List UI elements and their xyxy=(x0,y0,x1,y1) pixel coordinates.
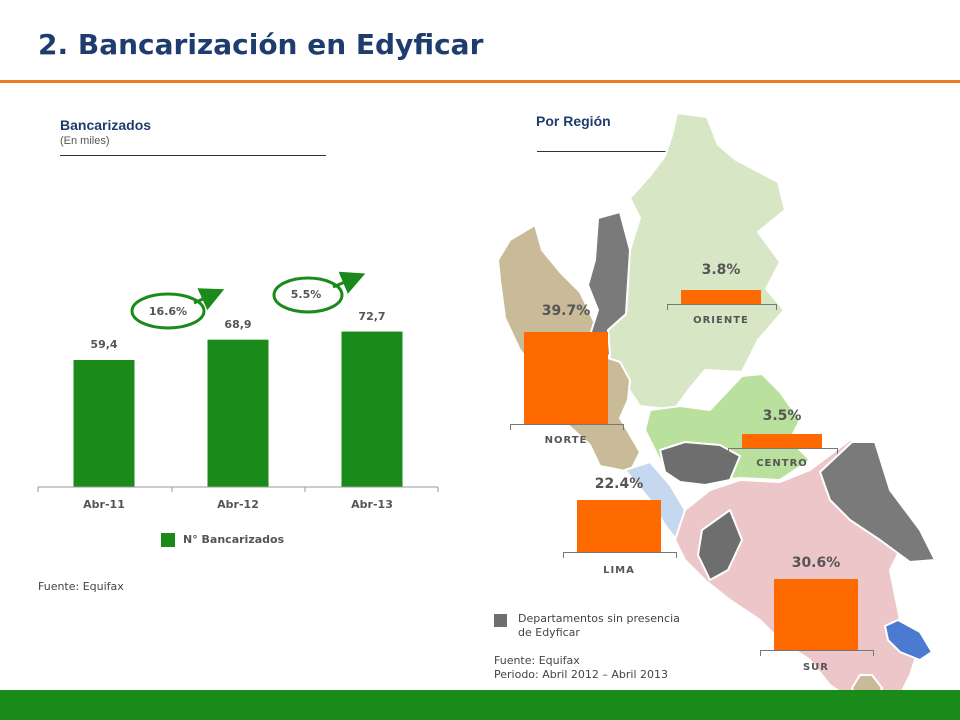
region-bar-lima xyxy=(577,500,661,552)
slide-title: 2. Bancarización en Edyficar xyxy=(38,28,484,61)
growth-arrow-2 xyxy=(332,271,366,294)
title-underline xyxy=(0,80,960,83)
region-bar-norte xyxy=(524,332,608,424)
no-presence-department-west xyxy=(697,509,743,581)
no-presence-department-center xyxy=(659,441,741,486)
region-name-oriente: ORIENTE xyxy=(693,315,749,326)
region-axis-oriente xyxy=(667,304,777,310)
growth-label-2: 5.5% xyxy=(290,288,322,301)
legend-label: N° Bancarizados xyxy=(183,533,285,546)
region-name-lima: LIMA xyxy=(603,565,635,576)
no-presence-legend-line-2: de Edyficar xyxy=(518,626,580,639)
right-source-block: Fuente: Equifax Periodo: Abril 2012 – Ab… xyxy=(494,654,668,682)
right-panel-rule xyxy=(537,151,673,152)
left-panel-subtitle: (En miles) xyxy=(60,135,110,147)
left-source: Fuente: Equifax xyxy=(38,580,124,593)
bar-abr-13 xyxy=(341,331,403,487)
bar-abr-11 xyxy=(73,360,135,487)
region-pct-norte: 39.7% xyxy=(541,303,591,319)
legend-swatch xyxy=(161,533,175,547)
right-source: Fuente: Equifax xyxy=(494,654,580,667)
x-tick-label: Abr-11 xyxy=(83,498,125,511)
region-name-norte: NORTE xyxy=(544,435,588,446)
region-bar-sur xyxy=(774,579,858,650)
region-axis-norte xyxy=(510,424,624,430)
region-axis-sur xyxy=(760,650,874,656)
growth-arrow-1 xyxy=(193,288,225,311)
region-name-sur: SUR xyxy=(802,662,830,673)
no-presence-department-south xyxy=(819,441,936,563)
region-pct-lima: 22.4% xyxy=(594,476,644,492)
growth-ellipse-2 xyxy=(272,276,344,314)
oriente-region xyxy=(607,112,786,411)
right-period: Periodo: Abril 2012 – Abril 2013 xyxy=(494,668,668,681)
right-panel-title: Por Región xyxy=(536,113,611,129)
region-axis-centro xyxy=(728,448,838,454)
region-bar-oriente xyxy=(681,290,761,304)
region-pct-oriente: 3.8% xyxy=(701,262,741,278)
growth-label-1: 16.6% xyxy=(148,305,188,318)
region-pct-centro: 3.5% xyxy=(762,408,802,424)
bar-value-label: 72,7 xyxy=(358,309,386,323)
footer-bar xyxy=(0,690,960,720)
bancarizados-bar-chart xyxy=(37,271,439,492)
lake-titicaca xyxy=(884,619,933,661)
bar-abr-12 xyxy=(207,339,269,487)
x-tick-label: Abr-13 xyxy=(351,498,393,511)
bar-value-label: 59,4 xyxy=(90,338,118,351)
x-tick-label: Abr-12 xyxy=(217,498,259,511)
growth-ellipse-1 xyxy=(130,292,206,330)
region-name-centro: CENTRO xyxy=(756,458,808,469)
region-pct-sur: 30.6% xyxy=(791,555,841,571)
region-bar-centro xyxy=(742,434,822,448)
left-panel-rule xyxy=(60,155,326,156)
no-presence-legend-swatch xyxy=(494,614,507,627)
left-panel-title: Bancarizados xyxy=(60,117,152,133)
region-axis-lima xyxy=(563,552,677,558)
no-presence-legend-line-1: Departamentos sin presencia xyxy=(518,612,680,625)
bar-value-label: 68,9 xyxy=(224,317,252,331)
no-presence-legend: Departamentos sin presencia de Edyficar xyxy=(518,612,718,640)
